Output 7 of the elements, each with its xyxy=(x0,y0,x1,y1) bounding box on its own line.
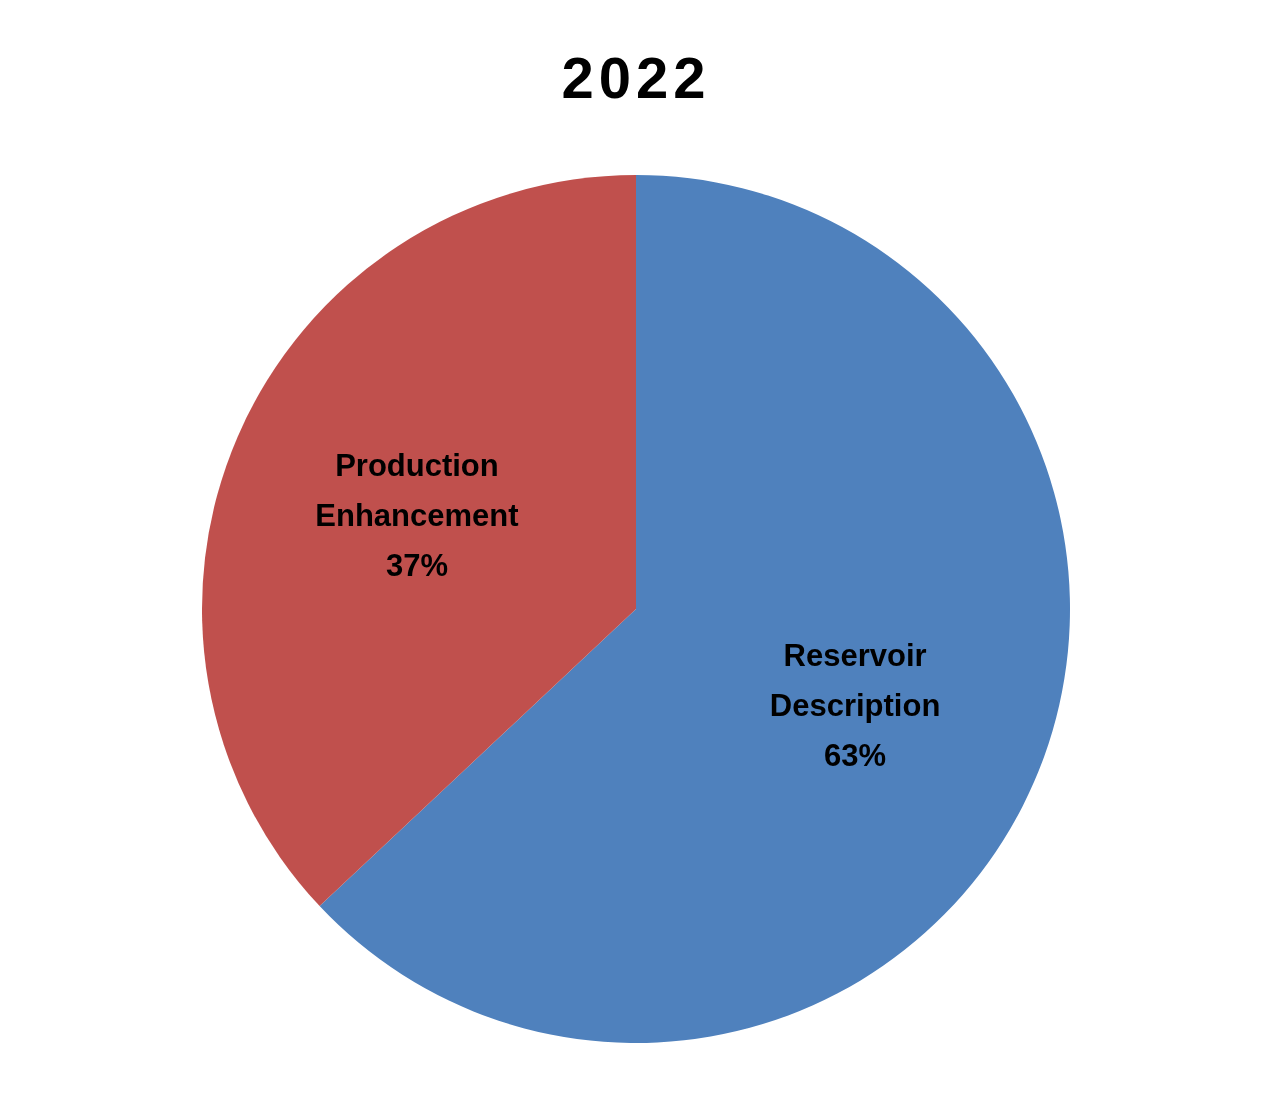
data-label: 37% xyxy=(385,548,448,584)
chart-title: 2022 xyxy=(561,45,711,110)
pie-slice xyxy=(202,175,636,907)
pie-slice xyxy=(319,175,1070,1043)
slice-label: Reservoir Description xyxy=(769,637,941,723)
slice-label: Production Enhancement xyxy=(315,448,519,534)
data-label: 63% xyxy=(824,737,887,773)
